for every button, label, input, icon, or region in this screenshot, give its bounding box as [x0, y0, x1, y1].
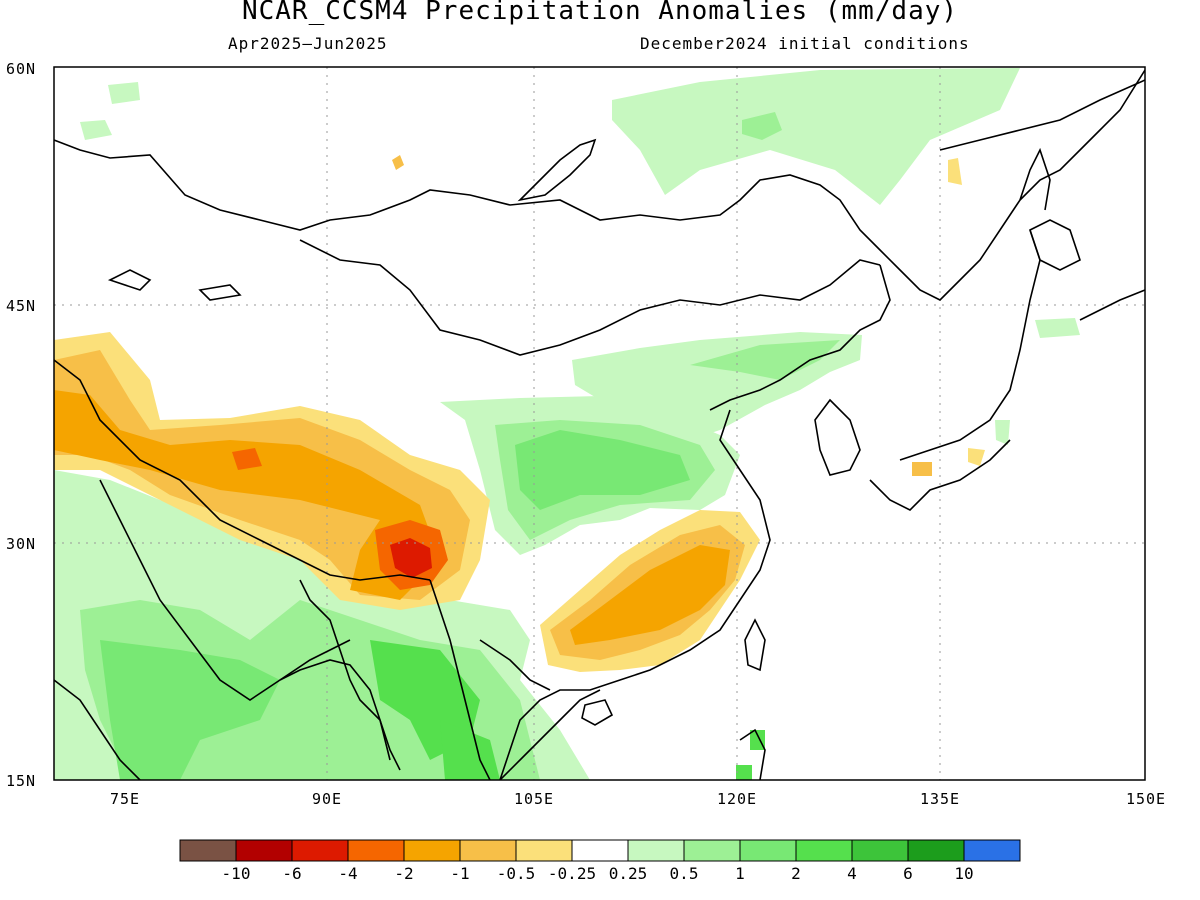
- colorbar-swatch: [739, 839, 797, 862]
- lat-label-45n: 45N: [6, 297, 37, 315]
- dry-anomaly-tibet-core: [54, 390, 440, 600]
- colorbar-tick-label: -10: [221, 864, 251, 883]
- dry-anomaly-tibet-spot: [232, 448, 262, 470]
- wet-anomaly-siberia: [612, 68, 1020, 205]
- colorbar-tick-label: 0.5: [669, 864, 699, 883]
- dry-anomaly-south-china-core: [570, 545, 730, 645]
- colorbar-tick-label: -2: [394, 864, 414, 883]
- dry-anomaly-mongolia: [392, 155, 404, 170]
- coast-japan-south: [869, 439, 1011, 511]
- forecast-period: Apr2025—Jun2025: [228, 34, 388, 53]
- coast-taiwan: [744, 618, 766, 672]
- wet-anomaly-taiwan: [750, 730, 765, 750]
- lon-label-135e: 135E: [919, 790, 961, 808]
- colorbar-tick-label: -0.25: [547, 864, 597, 883]
- coastline-north: [54, 69, 1145, 301]
- coast-bay-of-bengal: [279, 659, 401, 771]
- lat-label-15n: 15N: [6, 772, 37, 790]
- colorbar-tick-label: 1: [735, 864, 745, 883]
- coast-kurils: [1079, 289, 1145, 321]
- coast-china-east: [499, 409, 771, 780]
- lon-label-75e: 75E: [109, 790, 141, 808]
- wet-anomaly-ne-china-core: [690, 340, 840, 380]
- border-south-asia: [99, 479, 351, 701]
- lon-label-150e: 150E: [1125, 790, 1167, 808]
- initial-conditions: December2024 initial conditions: [640, 34, 970, 53]
- border-china-vietnam: [479, 639, 551, 691]
- colorbar-swatch: [851, 839, 909, 862]
- lake-balkhash: [198, 284, 242, 301]
- coast-korea: [814, 398, 861, 476]
- lon-label-105e: 105E: [513, 790, 555, 808]
- border-bangladesh: [299, 579, 391, 761]
- wet-anomaly-kazakh: [80, 120, 112, 140]
- wet-anomaly-mekong: [440, 720, 500, 780]
- colorbar: [179, 839, 1021, 862]
- border-myanmar: [429, 579, 491, 780]
- lon-label-120e: 120E: [716, 790, 758, 808]
- dry-anomaly-tibet-hot-core: [390, 538, 432, 578]
- wet-anomaly-central-china-core: [515, 430, 690, 510]
- colorbar-swatch: [515, 839, 573, 862]
- colorbar-tick-label: 0.25: [608, 864, 648, 883]
- colorbar-tick-label: -0.5: [496, 864, 536, 883]
- dry-anomaly-amur: [948, 158, 962, 185]
- wet-anomaly-japan: [1035, 318, 1080, 338]
- coast-japan-honshu: [899, 229, 1041, 461]
- colorbar-tick-label: -4: [338, 864, 358, 883]
- colorbar-swatch: [347, 839, 405, 862]
- wet-anomaly-india-core: [100, 640, 280, 780]
- wet-anomaly-siberia-core: [742, 112, 782, 140]
- wet-anomaly-philippines: [736, 765, 752, 780]
- anomaly-fields: [54, 68, 1080, 780]
- lake-baikal: [517, 138, 597, 202]
- colorbar-tick-label: 2: [791, 864, 801, 883]
- lat-label-60n: 60N: [6, 60, 37, 78]
- colorbar-swatch: [683, 839, 741, 862]
- colorbar-swatch: [179, 839, 237, 862]
- coastlines-borders: [54, 69, 1145, 780]
- lon-label-90e: 90E: [311, 790, 343, 808]
- map-frame: [53, 66, 1146, 781]
- border-mongolia: [299, 239, 881, 356]
- colorbar-swatch: [291, 839, 349, 862]
- dry-anomaly-kyushu: [912, 462, 932, 476]
- wet-anomaly-honshu: [995, 420, 1010, 445]
- colorbar-tick-label: 4: [847, 864, 857, 883]
- lat-label-30n: 30N: [6, 535, 37, 553]
- border-himalaya: [54, 359, 431, 581]
- coast-hainan: [581, 699, 614, 726]
- coast-india-west: [54, 679, 141, 780]
- coast-sakhalin: [1019, 147, 1051, 211]
- border-china-north: [709, 264, 891, 411]
- colorbar-swatch: [235, 839, 293, 862]
- coast-luzon: [739, 728, 766, 780]
- colorbar-tick-label: -1: [450, 864, 470, 883]
- colorbar-swatch: [459, 839, 517, 862]
- gridlines: [54, 67, 1145, 780]
- dry-anomaly-shikoku: [968, 448, 985, 466]
- coast-kamchatka: [939, 79, 1145, 151]
- colorbar-swatch: [627, 839, 685, 862]
- colorbar-swatch: [963, 839, 1021, 862]
- colorbar-swatch: [907, 839, 965, 862]
- colorbar-tick-label: 6: [903, 864, 913, 883]
- map-title: NCAR_CCSM4 Precipitation Anomalies (mm/d…: [241, 0, 959, 26]
- colorbar-swatch: [571, 839, 629, 862]
- coast-indochina: [499, 689, 601, 780]
- colorbar-swatch: [403, 839, 461, 862]
- colorbar-swatch: [795, 839, 853, 862]
- colorbar-tick-label: 10: [954, 864, 974, 883]
- caspian-aral: [107, 269, 152, 291]
- wet-anomaly-kazakh-2: [108, 82, 140, 104]
- coast-hokkaido: [1029, 219, 1081, 271]
- colorbar-tick-label: -6: [282, 864, 302, 883]
